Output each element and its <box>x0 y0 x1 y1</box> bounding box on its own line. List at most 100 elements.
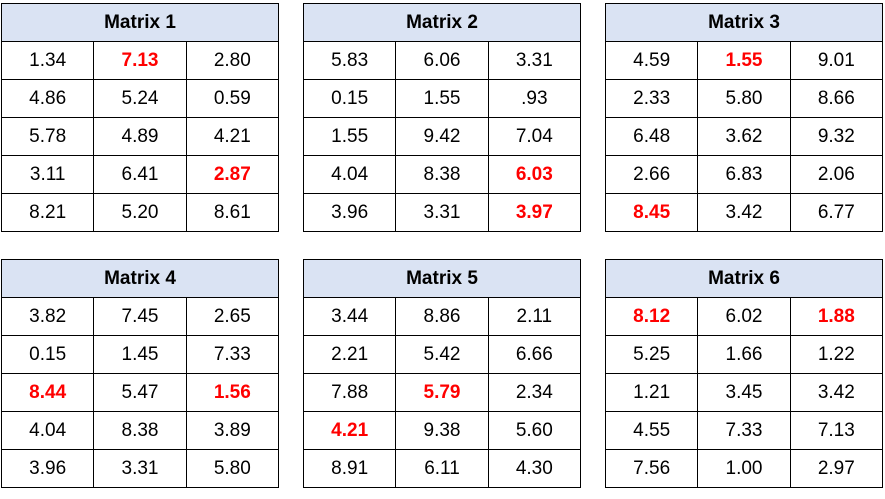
matrix-cell: 4.04 <box>0 411 95 450</box>
matrix-cell: 4.55 <box>604 411 699 450</box>
table-row: 4.04 8.38 3.89 <box>0 411 280 450</box>
table-row: 1.21 3.45 3.42 <box>604 373 884 412</box>
matrix-cell: 3.96 <box>302 193 397 232</box>
matrix-cell-highlighted: 8.44 <box>0 373 95 412</box>
matrix-cell: 5.25 <box>604 335 699 374</box>
table-row: 4.59 1.55 9.01 <box>604 41 884 80</box>
matrix-cell: 7.56 <box>604 449 699 488</box>
matrix-cell: 2.97 <box>789 449 884 488</box>
matrix-cell: 8.66 <box>789 79 884 118</box>
table-row: 2.33 5.80 8.66 <box>604 79 884 118</box>
matrix-title: Matrix 5 <box>303 259 581 298</box>
matrix-4-table: Matrix 4 3.82 7.45 2.65 0.15 1.45 7.33 8.44 5.47… <box>0 259 280 488</box>
table-row: 5.25 1.66 1.22 <box>604 335 884 374</box>
matrix-2-table: Matrix 2 5.83 6.06 3.31 0.15 1.55 .93 1.55 9.42 7… <box>302 3 582 232</box>
matrix-cell: 2.65 <box>185 297 280 336</box>
matrix-cell: 3.82 <box>0 297 95 336</box>
matrix-cell: 6.77 <box>789 193 884 232</box>
table-row: 4.04 8.38 6.03 <box>302 155 582 194</box>
table-row: 0.15 1.45 7.33 <box>0 335 280 374</box>
matrix-cell: 5.60 <box>487 411 582 450</box>
matrix-title: Matrix 4 <box>1 259 279 298</box>
matrix-cell-highlighted: 4.21 <box>302 411 397 450</box>
matrix-cell: 5.78 <box>0 117 95 156</box>
matrix-cell: 5.80 <box>697 79 791 118</box>
table-row: 4.21 9.38 5.60 <box>302 411 582 450</box>
matrix-cell: 9.01 <box>789 41 884 80</box>
matrix-cell: 5.83 <box>302 41 397 80</box>
table-row: 5.78 4.89 4.21 <box>0 117 280 156</box>
matrix-cell: 7.88 <box>302 373 397 412</box>
matrix-cell: 2.21 <box>302 335 397 374</box>
matrix-cell: 7.33 <box>697 411 791 450</box>
matrix-cell: 3.11 <box>0 155 95 194</box>
matrix-cell: 4.89 <box>93 117 187 156</box>
matrix-cell: 4.04 <box>302 155 397 194</box>
matrix-cell: 1.55 <box>302 117 397 156</box>
table-row: 8.12 6.02 1.88 <box>604 297 884 336</box>
table-row: 7.56 1.00 2.97 <box>604 449 884 488</box>
matrix-cell: 5.42 <box>395 335 489 374</box>
table-row: 3.44 8.86 2.11 <box>302 297 582 336</box>
matrix-cell: 8.91 <box>302 449 397 488</box>
matrix-cell: 3.45 <box>697 373 791 412</box>
matrix-cell: 2.06 <box>789 155 884 194</box>
matrix-cell: 3.31 <box>487 41 582 80</box>
matrix-cell: 4.21 <box>185 117 280 156</box>
matrix-cell: 2.34 <box>487 373 582 412</box>
matrix-cell: 3.62 <box>697 117 791 156</box>
matrix-cell: 2.66 <box>604 155 699 194</box>
matrix-cell: 1.00 <box>697 449 791 488</box>
matrix-cell: .93 <box>487 79 582 118</box>
matrix-cell: 3.96 <box>0 449 95 488</box>
matrix-cell: 0.59 <box>185 79 280 118</box>
matrix-title: Matrix 2 <box>303 3 581 42</box>
matrix-cell: 1.45 <box>93 335 187 374</box>
matrix-cell: 3.31 <box>395 193 489 232</box>
matrix-cell: 8.38 <box>395 155 489 194</box>
table-row: 8.21 5.20 8.61 <box>0 193 280 232</box>
matrix-cell-highlighted: 8.45 <box>604 193 699 232</box>
matrix-cell: 4.59 <box>604 41 699 80</box>
matrix-cell: 4.86 <box>0 79 95 118</box>
table-row: 3.96 3.31 5.80 <box>0 449 280 488</box>
table-row: 2.21 5.42 6.66 <box>302 335 582 374</box>
table-row: 3.82 7.45 2.65 <box>0 297 280 336</box>
matrix-cell-highlighted: 8.12 <box>604 297 699 336</box>
table-row: 1.34 7.13 2.80 <box>0 41 280 80</box>
table-row: 2.66 6.83 2.06 <box>604 155 884 194</box>
matrix-cell: 2.33 <box>604 79 699 118</box>
matrix-cell: 8.86 <box>395 297 489 336</box>
matrix-cell: 9.42 <box>395 117 489 156</box>
matrix-cell: 0.15 <box>302 79 397 118</box>
matrix-cell: 6.11 <box>395 449 489 488</box>
matrix-cell: 9.38 <box>395 411 489 450</box>
matrix-cell: 2.11 <box>487 297 582 336</box>
matrix-cell: 6.02 <box>697 297 791 336</box>
table-row: 5.83 6.06 3.31 <box>302 41 582 80</box>
matrix-cell: 7.04 <box>487 117 582 156</box>
table-row: 8.44 5.47 1.56 <box>0 373 280 412</box>
matrix-title: Matrix 1 <box>1 3 279 42</box>
matrix-3-table: Matrix 3 4.59 1.55 9.01 2.33 5.80 8.66 6.48 3.62… <box>604 3 884 232</box>
matrix-cell: 1.66 <box>697 335 791 374</box>
matrix-cell-highlighted: 5.79 <box>395 373 489 412</box>
matrix-cell: 2.80 <box>185 41 280 80</box>
matrix-cell: 3.89 <box>185 411 280 450</box>
matrix-title: Matrix 6 <box>605 259 883 298</box>
matrix-cell-highlighted: 3.97 <box>487 193 582 232</box>
matrix-cell-highlighted: 1.88 <box>789 297 884 336</box>
matrix-cell: 5.20 <box>93 193 187 232</box>
matrix-cell-highlighted: 2.87 <box>185 155 280 194</box>
matrix-cell: 3.31 <box>93 449 187 488</box>
matrix-cell: 7.33 <box>185 335 280 374</box>
matrix-cell: 1.22 <box>789 335 884 374</box>
matrix-cell: 8.61 <box>185 193 280 232</box>
table-row: 3.96 3.31 3.97 <box>302 193 582 232</box>
table-row: 4.86 5.24 0.59 <box>0 79 280 118</box>
table-row: 6.48 3.62 9.32 <box>604 117 884 156</box>
table-row: 1.55 9.42 7.04 <box>302 117 582 156</box>
table-row: 8.91 6.11 4.30 <box>302 449 582 488</box>
matrix-cell-highlighted: 7.13 <box>93 41 187 80</box>
matrix-cell: 1.34 <box>0 41 95 80</box>
